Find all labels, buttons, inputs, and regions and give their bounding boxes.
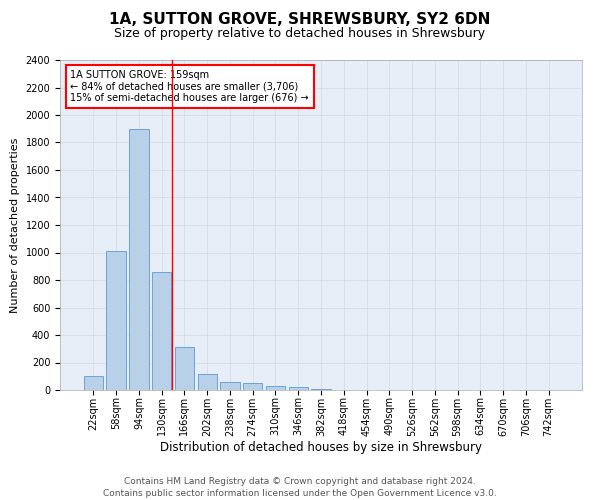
Bar (129, 128, 149, 390)
Bar (243, 383, 262, 390)
Bar (175, 346, 194, 390)
Y-axis label: Number of detached properties: Number of detached properties (10, 138, 20, 312)
Bar (197, 374, 217, 390)
Text: 1A, SUTTON GROVE, SHREWSBURY, SY2 6DN: 1A, SUTTON GROVE, SHREWSBURY, SY2 6DN (109, 12, 491, 28)
X-axis label: Distribution of detached houses by size in Shrewsbury: Distribution of detached houses by size … (160, 441, 482, 454)
Text: 1A SUTTON GROVE: 159sqm
← 84% of detached houses are smaller (3,706)
15% of semi: 1A SUTTON GROVE: 159sqm ← 84% of detache… (70, 70, 309, 103)
Bar (289, 387, 308, 390)
Bar (84, 376, 103, 390)
Bar (266, 386, 285, 390)
Text: Size of property relative to detached houses in Shrewsbury: Size of property relative to detached ho… (115, 28, 485, 40)
Bar (220, 382, 239, 390)
Bar (106, 251, 126, 390)
Text: Contains HM Land Registry data © Crown copyright and database right 2024.
Contai: Contains HM Land Registry data © Crown c… (103, 476, 497, 498)
Bar (152, 272, 172, 390)
